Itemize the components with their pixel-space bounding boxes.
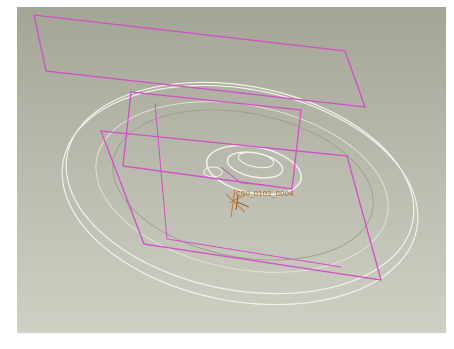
model-scene[interactable]	[17, 7, 446, 333]
disc-outer-bottom-edge[interactable]	[43, 57, 437, 333]
disc-outer-top-edge[interactable]	[48, 54, 432, 321]
coordinate-system-label[interactable]: CS0_0102_0004	[236, 190, 294, 198]
disc-outer-edges[interactable]	[43, 54, 437, 333]
plane-middle-inner-edge[interactable]	[154, 102, 342, 268]
datum-planes[interactable]	[33, 14, 382, 281]
hub-boss-edge[interactable]	[203, 166, 223, 178]
plane-middle[interactable]	[122, 91, 302, 190]
disc-inner-rings[interactable]	[81, 78, 403, 295]
plane-top[interactable]	[33, 14, 366, 108]
coordinate-system-icon[interactable]	[225, 188, 250, 218]
hub-bore-edge[interactable]	[237, 150, 275, 171]
disc-ring-2[interactable]	[100, 89, 387, 281]
datum-axis-mark[interactable]	[220, 166, 266, 186]
plane-front[interactable]	[100, 130, 382, 281]
cad-viewport[interactable]: CS0_0102_0004	[17, 7, 446, 333]
disc-ring-1[interactable]	[81, 78, 403, 295]
